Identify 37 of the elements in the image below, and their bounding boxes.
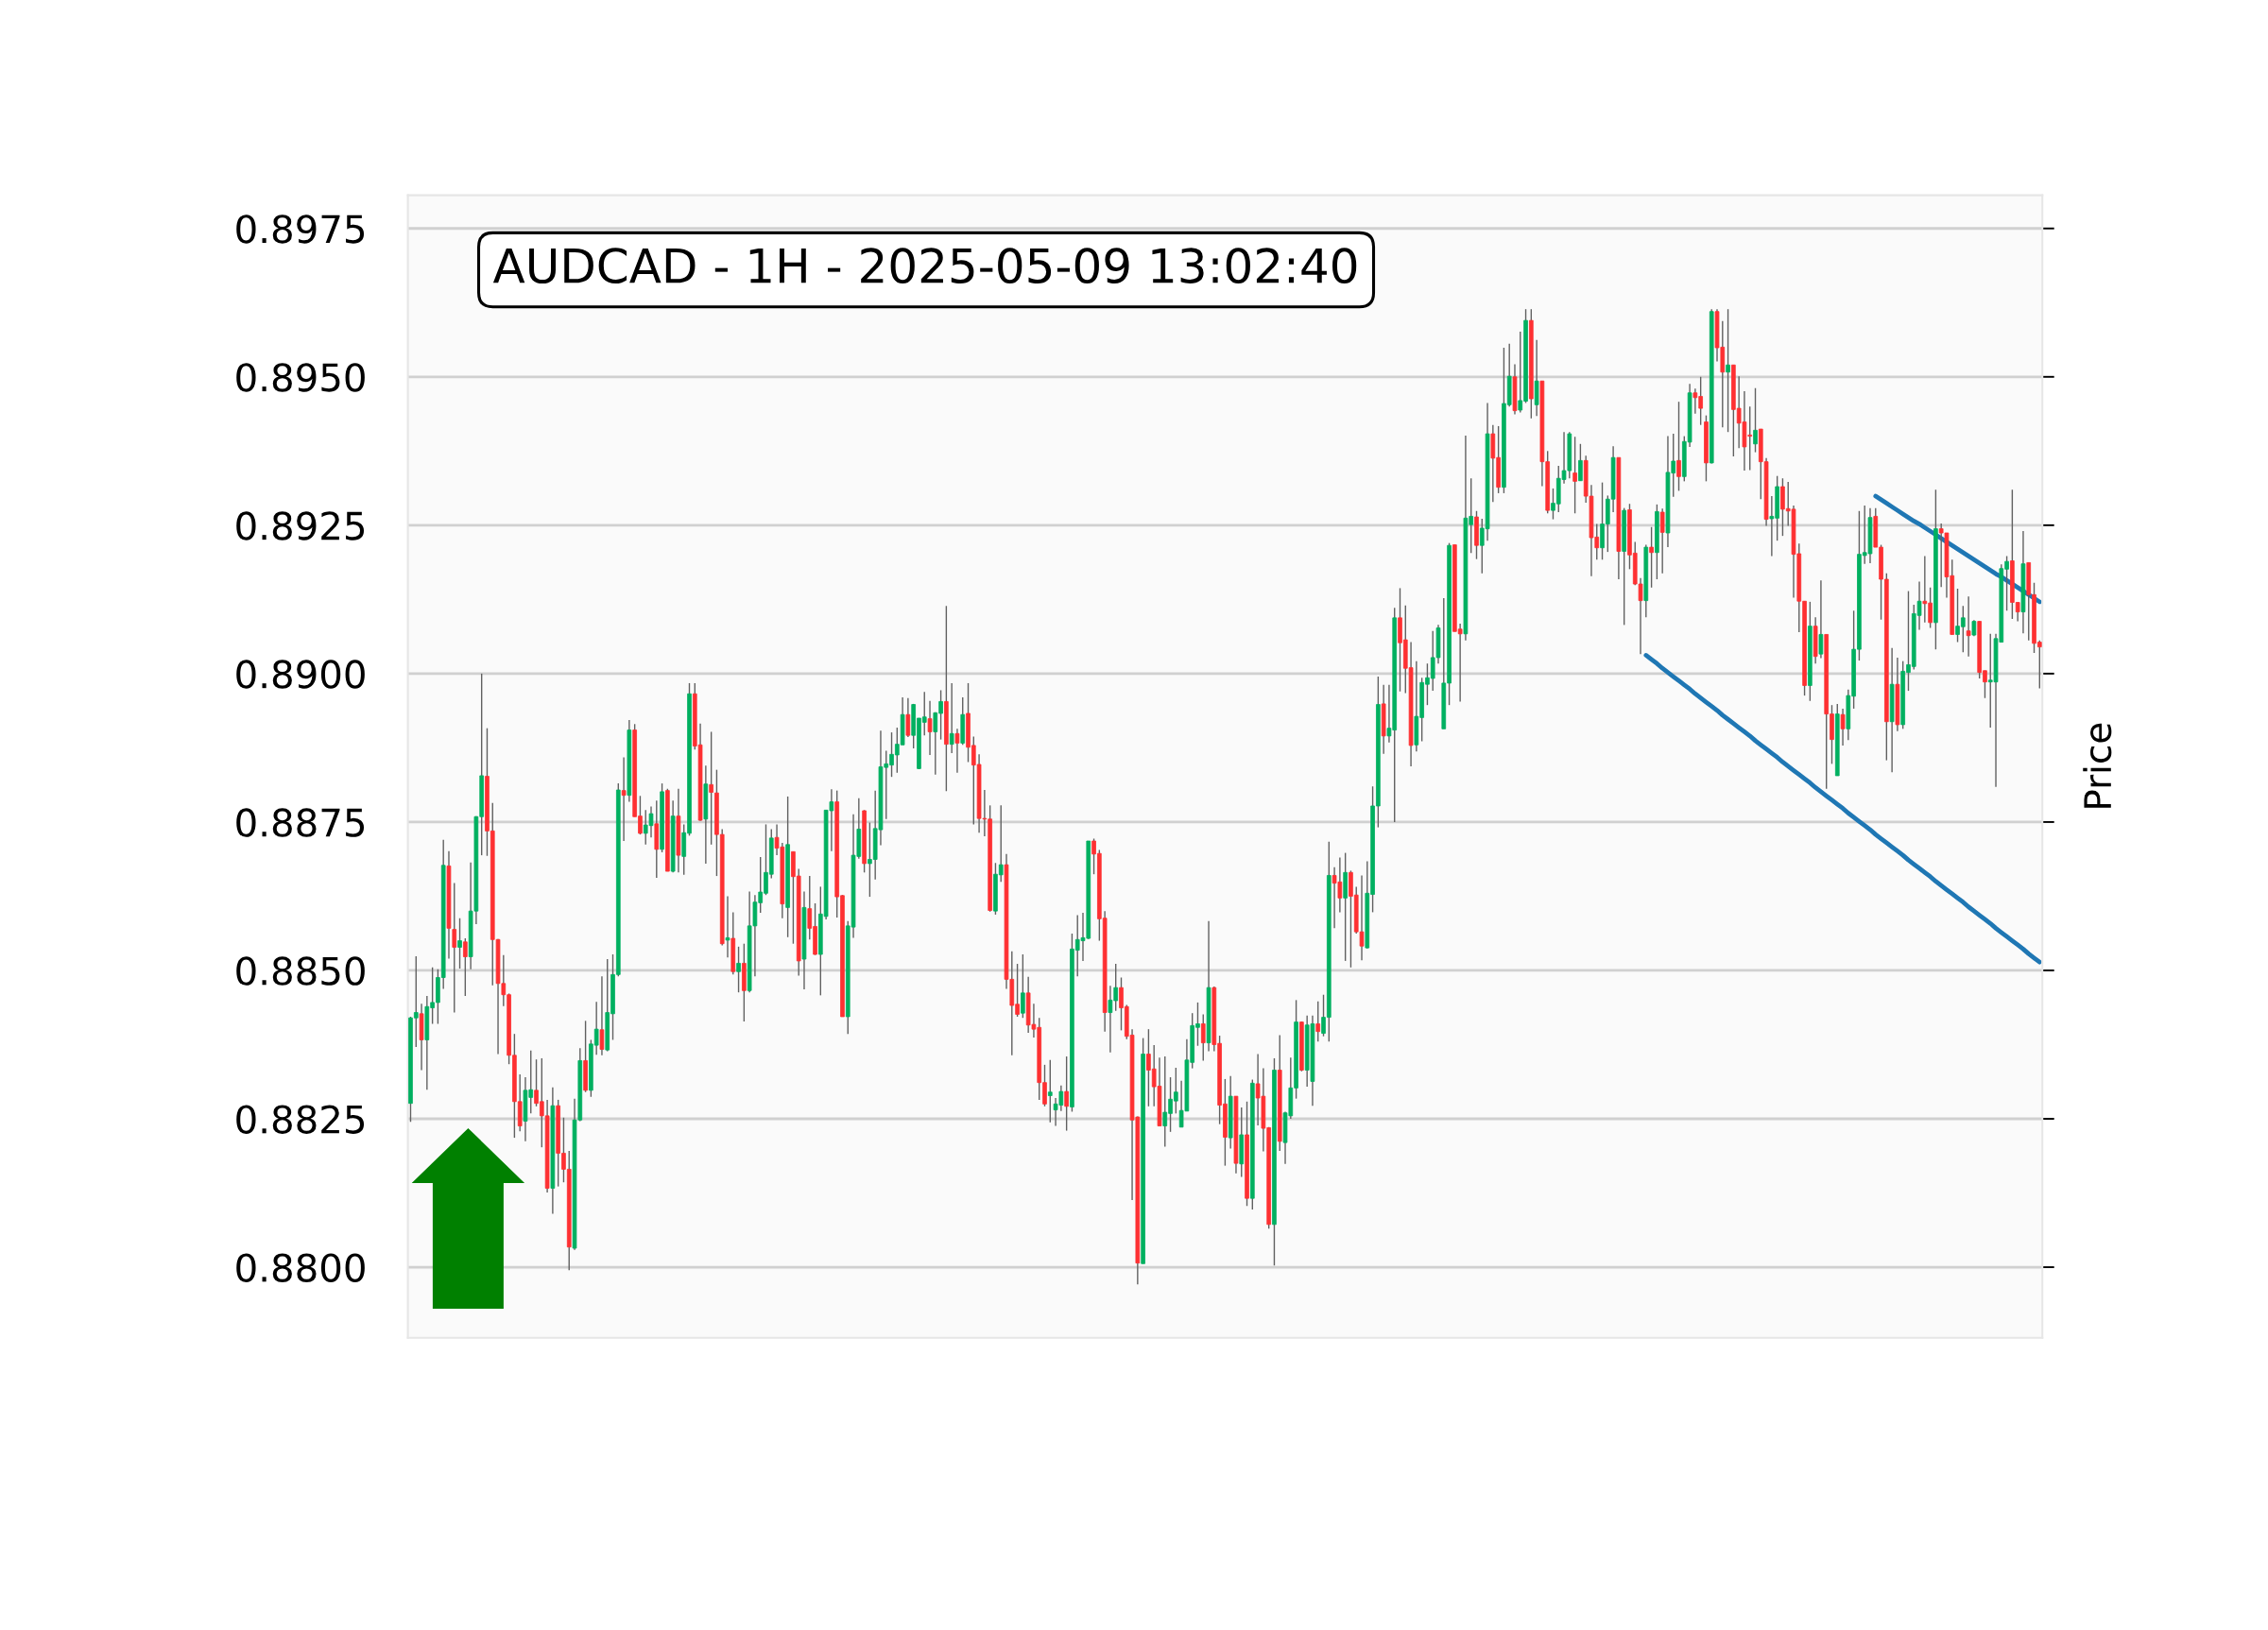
line-series [1643, 653, 2042, 965]
candlestick [1753, 387, 1758, 454]
candlestick [905, 696, 911, 738]
candlestick [463, 937, 468, 997]
candlestick [621, 756, 627, 842]
candlestick [1676, 401, 1681, 492]
candlestick [1840, 708, 1846, 746]
candlestick [1200, 1013, 1206, 1062]
candlestick [1315, 1000, 1321, 1043]
text: AUDCAD - 1H - 2025-05-09 13:02:40 [492, 248, 1357, 284]
y-tick-label: 0.8900 [236, 660, 365, 689]
candlestick [1649, 526, 1654, 589]
y-tick-label: 0.8925 [236, 511, 365, 540]
candlestick [949, 682, 954, 754]
candlestick [725, 895, 730, 958]
y-axis-title: Price [2083, 723, 2112, 808]
y-tick-label: 0.8800 [236, 1253, 365, 1282]
y-tick-label: 0.8825 [236, 1105, 365, 1134]
candlestick [1578, 443, 1583, 482]
candlestick [1818, 579, 1824, 660]
candlestick [736, 946, 741, 993]
candlestick [954, 728, 960, 774]
y-tick-label: 0.8875 [236, 808, 365, 837]
candlestick [1572, 436, 1577, 514]
candlestick [1021, 953, 1025, 1019]
y-tick-label: 0.8850 [236, 956, 365, 986]
candlestick [1726, 308, 1730, 433]
candlestick [1064, 1055, 1069, 1132]
candlestick [1966, 595, 1971, 658]
y-tick-label: 0.8975 [236, 214, 365, 244]
candlestick [457, 917, 462, 969]
candlestick [1659, 507, 1665, 575]
candlestick [1047, 1059, 1053, 1124]
candlestick [927, 700, 933, 756]
candlestick [599, 975, 605, 1056]
y-tick-label: 0.8950 [236, 363, 365, 392]
candlestick [452, 882, 457, 1014]
